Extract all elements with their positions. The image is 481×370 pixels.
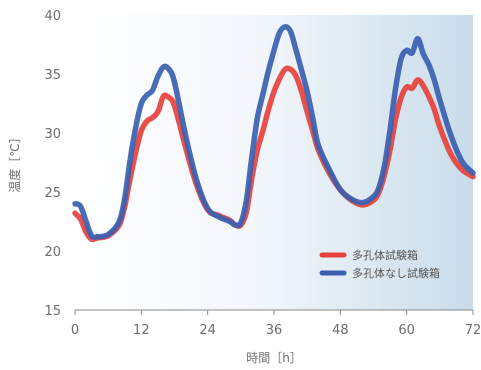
x-tick-label: 0 xyxy=(71,323,79,338)
series-line-1 xyxy=(72,65,476,243)
plot-background xyxy=(75,15,473,310)
x-tick-label: 12 xyxy=(133,323,150,338)
series-line-2 xyxy=(72,24,476,240)
legend-label-2: 多孔体なし試験箱 xyxy=(352,266,440,280)
x-tick-label: 24 xyxy=(199,323,216,338)
x-tick-label: 48 xyxy=(332,323,349,338)
y-tick-label: 25 xyxy=(44,186,61,201)
y-axis-title: 温度［℃］ xyxy=(7,131,22,192)
y-tick-label: 15 xyxy=(44,304,61,319)
y-tick-label: 20 xyxy=(44,245,61,260)
x-axis-title: 時間［h］ xyxy=(246,351,302,365)
x-tick-label: 60 xyxy=(398,323,415,338)
y-tick-label: 35 xyxy=(44,68,61,83)
x-tick-label: 72 xyxy=(465,323,481,338)
legend-label-1: 多孔体試験箱 xyxy=(352,248,418,262)
y-tick-label: 30 xyxy=(44,127,61,142)
y-tick-label: 40 xyxy=(44,9,61,24)
x-tick-label: 36 xyxy=(266,323,283,338)
